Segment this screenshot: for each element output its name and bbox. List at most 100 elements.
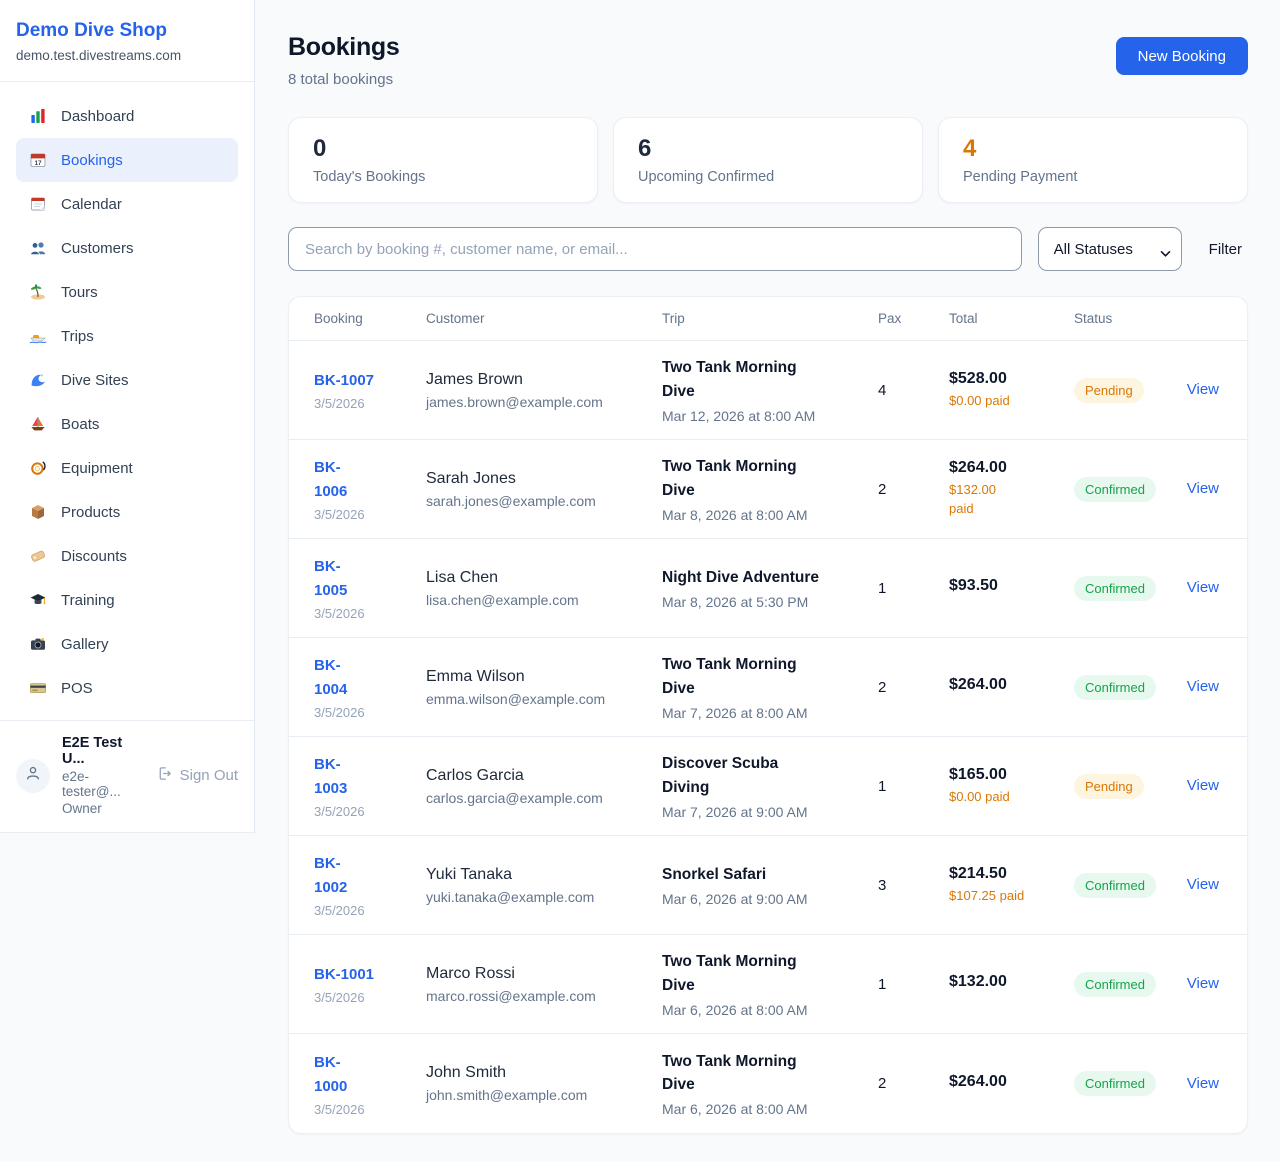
paid-amount: $107.25 paid: [949, 887, 1064, 906]
stat-label: Pending Payment: [963, 169, 1078, 185]
sidebar-item-tours[interactable]: Tours: [16, 270, 238, 314]
pax-cell: 2: [878, 1075, 887, 1092]
search-input[interactable]: [288, 227, 1022, 271]
diving-mask-icon: [28, 458, 48, 478]
customer-name: Lisa Chen: [426, 568, 499, 586]
sidebar-item-calendar[interactable]: Calendar: [16, 182, 238, 226]
customer-email: james.brown@example.com: [426, 393, 603, 410]
status-badge: Confirmed: [1074, 476, 1156, 502]
sidebar-item-equipment[interactable]: Equipment: [16, 446, 238, 490]
sign-out-button[interactable]: Sign Out: [156, 765, 238, 786]
brand: Demo Dive Shop demo.test.divestreams.com: [0, 0, 254, 82]
paid-amount: $0.00 paid: [949, 788, 1064, 807]
sidebar-item-dashboard[interactable]: Dashboard: [16, 94, 238, 138]
trip-name: Snorkel Safari: [662, 863, 868, 886]
sidebar-item-label: Boats: [61, 415, 100, 433]
text-line: Night Dive Adventure: [662, 568, 820, 586]
text-line: Two Tank Morning: [662, 953, 797, 971]
speedboat-icon: [28, 326, 48, 346]
view-cell: View: [1187, 480, 1222, 498]
sidebar-item-gallery[interactable]: Gallery: [16, 622, 238, 666]
trip-datetime: Mar 12, 2026 at 8:00 AM: [662, 407, 816, 424]
booking-id-link[interactable]: BK- 1006: [314, 456, 416, 504]
text-line: Dive: [662, 1076, 695, 1093]
status-badge: Confirmed: [1074, 575, 1156, 601]
sidebar: Demo Dive Shop demo.test.divestreams.com…: [0, 0, 255, 833]
booking-date: 3/5/2026: [314, 705, 365, 720]
text-line: 1005: [314, 582, 348, 599]
view-link[interactable]: View: [1186, 579, 1219, 596]
text-line: BK-: [314, 1053, 341, 1071]
view-link[interactable]: View: [1186, 1074, 1219, 1092]
text-line: $0.00 paid: [949, 392, 1010, 408]
paid-amount: $132.00 paid: [949, 481, 1064, 519]
view-link[interactable]: View: [1186, 876, 1219, 893]
view-link[interactable]: View: [1186, 480, 1219, 497]
text-line: paid: [949, 501, 974, 516]
booking-id-link[interactable]: BK- 1005: [314, 555, 416, 603]
text-line: $107.25 paid: [949, 887, 1025, 903]
sidebar-item-label: Bookings: [61, 151, 123, 169]
tag-icon: [28, 546, 48, 566]
text-line: Two Tank Morning: [662, 458, 797, 476]
text-line: BK-: [314, 756, 341, 773]
sidebar-item-dive-sites[interactable]: Dive Sites: [16, 358, 238, 402]
booking-id-link[interactable]: BK- 1000: [314, 1051, 416, 1099]
trip-cell: Night Dive Adventure Mar 8, 2026 at 5:30…: [662, 566, 878, 610]
total-amount: $264.00: [949, 459, 1007, 477]
trip-datetime: Mar 7, 2026 at 8:00 AM: [662, 704, 808, 721]
package-icon: [28, 502, 48, 522]
text-line: BK-: [314, 558, 341, 575]
user-meta: E2E Test U... e2e-tester@... Owner: [62, 735, 144, 816]
booking-id-link[interactable]: BK- 1003: [314, 753, 416, 801]
trip-datetime: Mar 7, 2026 at 9:00 AM: [662, 803, 808, 820]
text-line: 1000: [314, 1077, 348, 1095]
sidebar-item-boats[interactable]: Boats: [16, 402, 238, 446]
view-cell: View: [1187, 678, 1222, 696]
total-cell: $93.50: [949, 577, 1074, 599]
sign-out-icon: [156, 765, 173, 786]
booking-id-link[interactable]: BK-1001: [314, 963, 416, 987]
customer-email: carlos.garcia@example.com: [426, 789, 603, 806]
col-header-trip: Trip: [662, 311, 685, 326]
booking-date: 3/5/2026: [314, 507, 365, 522]
sidebar-item-pos[interactable]: POS: [16, 666, 238, 710]
sidebar-item-bookings[interactable]: 17 Bookings: [16, 138, 238, 182]
sidebar-item-trips[interactable]: Trips: [16, 314, 238, 358]
sidebar-item-customers[interactable]: Customers: [16, 226, 238, 270]
trip-cell: Two Tank Morning Dive Mar 12, 2026 at 8:0…: [662, 356, 878, 424]
view-link[interactable]: View: [1186, 678, 1219, 695]
booking-id-link[interactable]: BK- 1004: [314, 654, 416, 702]
stat-label: Upcoming Confirmed: [638, 169, 775, 185]
trip-datetime: Mar 6, 2026 at 8:00 AM: [662, 1001, 808, 1018]
customer-cell: Lisa Chen lisa.chen@example.com: [426, 569, 662, 608]
pax-cell: 4: [878, 381, 887, 399]
filter-button[interactable]: Filter: [1208, 240, 1242, 258]
pax-cell: 1: [878, 975, 887, 993]
calendar-date-icon: 17: [28, 150, 48, 170]
view-link[interactable]: View: [1186, 381, 1219, 398]
customer-name: Carlos Garcia: [426, 766, 524, 784]
table-row: BK- 1002 3/5/2026 Yuki Tanaka yuki.tanaka…: [289, 836, 1247, 935]
booking-date: 3/5/2026: [314, 1101, 365, 1117]
booking-cell: BK- 1004 3/5/2026: [314, 654, 426, 720]
status-cell: Confirmed: [1074, 476, 1181, 502]
booking-id-link[interactable]: BK-1007: [314, 369, 416, 393]
customer-cell: James Brown james.brown@example.com: [426, 371, 662, 410]
credit-card-icon: [28, 678, 48, 698]
total-cell: $528.00 $0.00 paid: [949, 370, 1074, 411]
booking-id-link[interactable]: BK- 1002: [314, 852, 416, 900]
booking-cell: BK- 1000 3/5/2026: [314, 1051, 426, 1117]
new-booking-button[interactable]: New Booking: [1115, 37, 1248, 75]
booking-cell: BK- 1003 3/5/2026: [314, 753, 426, 819]
view-link[interactable]: View: [1186, 975, 1219, 992]
status-filter-select[interactable]: All Statuses: [1037, 227, 1182, 271]
trip-name: Discover Scuba Diving: [662, 752, 868, 799]
sidebar-item-training[interactable]: Training: [16, 578, 238, 622]
text-line: Two Tank Morning: [662, 656, 797, 674]
customer-name: Yuki Tanaka: [426, 865, 512, 883]
view-link[interactable]: View: [1186, 777, 1219, 794]
total-cell: $264.00: [949, 676, 1074, 698]
sidebar-item-discounts[interactable]: Discounts: [16, 534, 238, 578]
sidebar-item-products[interactable]: Products: [16, 490, 238, 534]
